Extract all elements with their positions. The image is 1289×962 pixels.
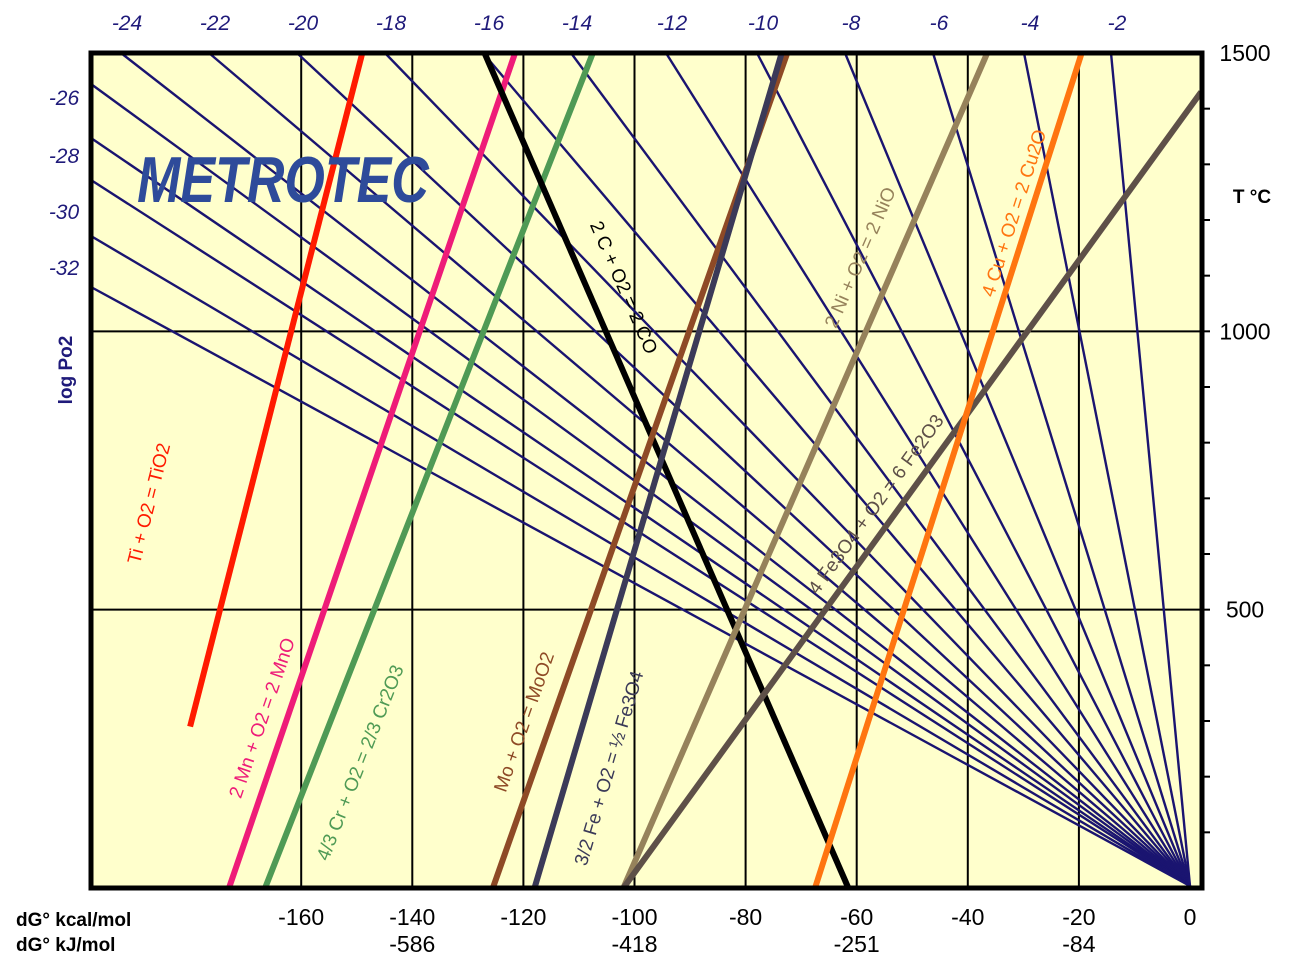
top-tick-label: -16 <box>474 12 505 35</box>
kcal-tick-label: -60 <box>840 904 873 930</box>
kj-tick-label: -418 <box>611 931 657 957</box>
top-tick-label: -6 <box>930 12 949 35</box>
reaction-line-3 <box>481 51 852 890</box>
right-tick-label: 1000 <box>1219 318 1270 344</box>
top-tick-label: -22 <box>200 12 231 35</box>
po2-line-top-11 <box>1109 52 1192 887</box>
metrotec-logo: METROTEC <box>137 145 430 217</box>
po2-line-top-2 <box>296 52 1191 887</box>
top-tick-label: -8 <box>842 12 861 35</box>
top-tick-label: -12 <box>657 12 688 35</box>
po2-line-top-1 <box>208 52 1191 887</box>
left-tick-label: -26 <box>49 87 80 110</box>
top-tick-label: -18 <box>376 12 407 35</box>
bottom-axis-label-kj: dG° kJ/mol <box>16 935 115 956</box>
plot-frame <box>88 50 1205 891</box>
kj-tick-label: -586 <box>389 931 435 957</box>
po2-line-top-5 <box>570 52 1191 887</box>
po2-line-top-3 <box>384 52 1191 887</box>
kcal-tick-label: -160 <box>278 904 324 930</box>
top-tick-label: -20 <box>288 12 319 35</box>
right-tick-label: 1500 <box>1219 40 1270 66</box>
reaction-line-2 <box>262 51 596 890</box>
kcal-tick-label: -140 <box>389 904 435 930</box>
left-tick-label: -32 <box>49 257 80 280</box>
kcal-tick-label: -120 <box>500 904 546 930</box>
bottom-axis-label-kcal: dG° kcal/mol <box>16 910 131 931</box>
kcal-tick-label: -80 <box>729 904 762 930</box>
kcal-tick-label: -40 <box>951 904 984 930</box>
po2-line-top-7 <box>755 52 1192 887</box>
reaction-line-8 <box>812 52 1085 889</box>
reaction-line-6 <box>620 51 990 890</box>
top-tick-label: -14 <box>562 12 592 35</box>
reaction-line-5 <box>531 52 785 889</box>
top-tick-label: -2 <box>1108 12 1127 35</box>
top-tick-label: -24 <box>112 12 142 35</box>
po2-line-left-0 <box>90 83 1191 887</box>
reaction-line-0 <box>187 52 366 728</box>
kcal-tick-label: -100 <box>611 904 657 930</box>
po2-line-top-9 <box>931 52 1192 887</box>
top-tick-label: -4 <box>1021 12 1040 35</box>
left-tick-label: -30 <box>49 201 80 224</box>
right-tick-label: 500 <box>1226 597 1264 623</box>
top-tick-label: -10 <box>748 12 779 35</box>
kcal-tick-label: -20 <box>1062 904 1095 930</box>
right-axis-label: T °C <box>1233 187 1271 208</box>
kj-tick-label: -251 <box>834 931 880 957</box>
left-axis-label: log Po2 <box>56 336 77 405</box>
left-tick-label: -28 <box>49 145 80 168</box>
po2-line-top-8 <box>843 52 1192 887</box>
po2-line-top-10 <box>1022 52 1192 887</box>
po2-line-top-4 <box>482 52 1191 887</box>
kj-tick-label: -84 <box>1062 931 1095 957</box>
reaction-line-7 <box>620 90 1204 890</box>
po2-line-left-3 <box>90 234 1191 888</box>
reaction-line-1 <box>226 52 518 889</box>
kcal-tick-label: 0 <box>1184 904 1197 930</box>
po2-line-left-1 <box>90 137 1191 887</box>
